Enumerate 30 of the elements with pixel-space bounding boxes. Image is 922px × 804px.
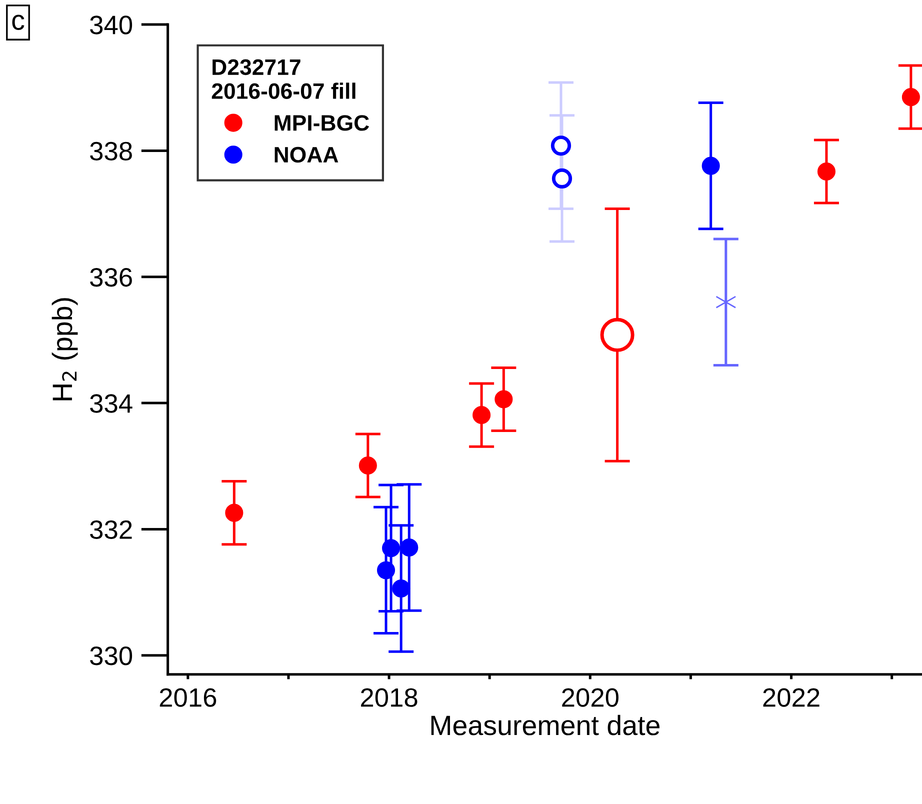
x-tick-label: 2022 [763, 688, 820, 707]
y-tick-label: 336 [90, 268, 132, 287]
point [376, 561, 396, 580]
point [472, 406, 491, 424]
point [600, 318, 634, 352]
point [702, 156, 720, 175]
point [817, 162, 836, 181]
x-tick-label: 2020 [562, 688, 618, 707]
point [382, 539, 400, 558]
point [225, 504, 244, 522]
legend-title: D232717 2016-06-07 fill [212, 59, 356, 99]
y-axis-title: H$_{2}$ (ppb) [52, 298, 78, 400]
point [358, 456, 377, 475]
legend-label: MPI-BGC [274, 115, 370, 131]
y-tick-label: 332 [90, 520, 132, 540]
x-tick-label: 2018 [361, 688, 418, 707]
text: c [12, 14, 24, 30]
y-tick-label: 338 [90, 142, 132, 161]
legend-label: NOAA [274, 146, 338, 163]
x-axis-title: Measurement date [431, 714, 660, 736]
point [392, 579, 410, 598]
point [552, 168, 572, 189]
point [902, 88, 920, 106]
y-tick-label: 330 [90, 646, 132, 666]
point [550, 136, 572, 156]
y-tick-label: 340 [90, 16, 132, 34]
point [494, 390, 513, 408]
x-tick-label: 2016 [160, 688, 216, 707]
point [400, 538, 418, 557]
y-tick-label: 334 [90, 394, 132, 413]
